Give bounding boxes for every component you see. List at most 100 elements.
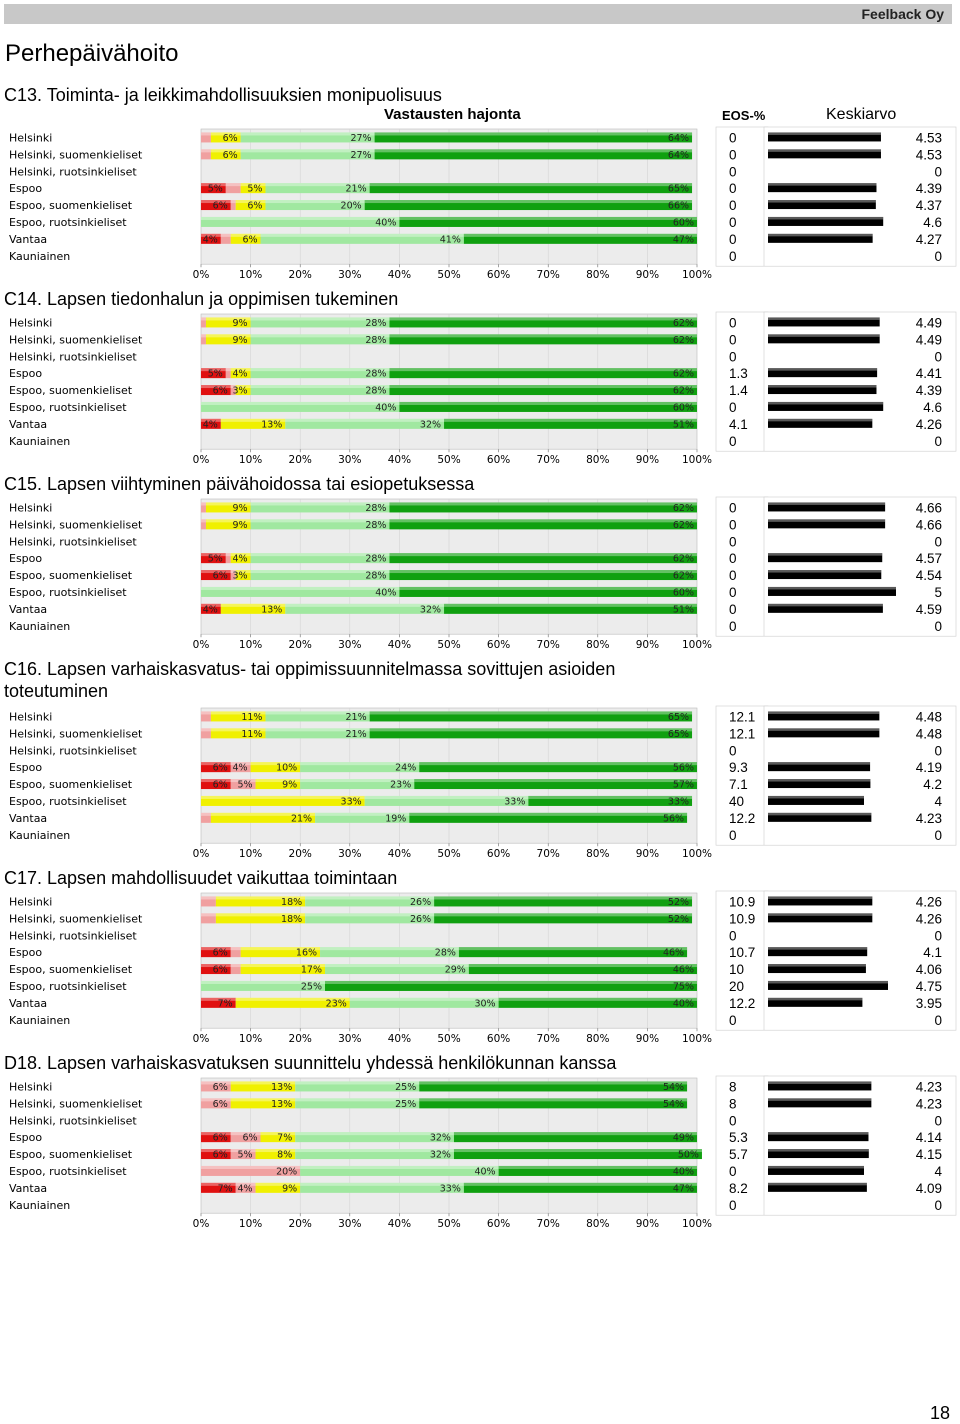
category-label: Vantaa (9, 603, 47, 616)
bar-segment (215, 896, 306, 907)
eos-panel (715, 311, 769, 452)
x-tick-label: 70% (537, 848, 560, 860)
bar-segment (295, 1149, 454, 1160)
bar-segment (389, 385, 697, 396)
bar-segment (250, 502, 390, 513)
eos-value: 0 (729, 1198, 737, 1213)
bar-value-label: 28% (435, 948, 456, 959)
bar-value-label: 47% (673, 234, 694, 245)
bar-value-label: 28% (365, 386, 386, 397)
x-tick-label: 50% (437, 1033, 460, 1045)
x-tick-label: 50% (437, 848, 460, 860)
x-tick-label: 0% (193, 639, 210, 651)
bar-segment (265, 711, 370, 722)
average-value: 0 (934, 619, 942, 634)
average-value: 4.75 (916, 979, 942, 994)
bar-segment (250, 519, 390, 530)
x-tick-label: 0% (193, 454, 210, 466)
eos-panel (715, 890, 769, 1031)
chart-title: C15. Lapsen viihtyminen päivähoidossa ta… (4, 474, 475, 494)
eos-value: 0 (729, 198, 737, 213)
eos-value: 0 (729, 164, 737, 179)
bar-value-label: 50% (678, 1150, 699, 1161)
bar-segment (201, 368, 226, 379)
bar-value-label: 32% (430, 1150, 451, 1161)
average-bar (768, 149, 881, 159)
average-bar (768, 762, 871, 772)
x-tick-label: 60% (487, 848, 510, 860)
bar-value-label: 51% (673, 419, 694, 430)
bar-value-label: 33% (504, 796, 525, 807)
bar-segment (250, 368, 390, 379)
bar-value-label: 54% (663, 1082, 684, 1093)
bar-segment (255, 1182, 301, 1193)
x-tick-label: 0% (193, 1218, 210, 1230)
category-label: Espoo, suomenkieliset (9, 569, 133, 582)
bar-segment (230, 553, 251, 564)
bar-value-label: 28% (365, 335, 386, 346)
eos-panel (715, 126, 769, 267)
eos-value: 1.3 (729, 366, 748, 381)
chart-4: Helsinki 18% 26% 52% 10.9 4.26 Helsinki, suome… (9, 890, 957, 1045)
bar-value-label: 6% (223, 150, 238, 161)
bar-segment (458, 947, 688, 958)
bar-segment (389, 519, 697, 530)
category-label: Kauniainen (9, 1199, 70, 1212)
bar-value-label: 7% (277, 1133, 292, 1144)
x-tick-label: 20% (289, 1033, 312, 1045)
bar-segment (201, 964, 231, 975)
bar-segment (201, 149, 211, 160)
bar-value-label: 27% (350, 150, 371, 161)
average-value: 4.19 (916, 760, 942, 775)
x-tick-label: 80% (586, 1218, 609, 1230)
bar-value-label: 6% (213, 1133, 228, 1144)
bar-value-label: 8% (277, 1150, 292, 1161)
bar-segment (201, 762, 231, 773)
average-value: 0 (934, 1198, 942, 1213)
bar-segment (205, 502, 251, 513)
category-label: Helsinki, ruotsinkieliset (9, 1114, 137, 1127)
category-label: Helsinki (9, 501, 52, 514)
bar-segment (201, 1132, 231, 1143)
bar-value-label: 13% (261, 604, 282, 615)
bar-segment (230, 1098, 296, 1109)
bar-segment (300, 779, 415, 790)
bar-segment (389, 317, 697, 328)
bar-value-label: 51% (673, 604, 694, 615)
bar-value-label: 9% (233, 335, 248, 346)
average-value: 4.09 (916, 1181, 942, 1196)
average-bar (768, 812, 872, 822)
average-value: 4.57 (916, 551, 942, 566)
bar-segment (220, 233, 231, 244)
category-label: Helsinki, suomenkieliset (9, 148, 143, 161)
eos-value: 0 (729, 130, 737, 145)
bar-segment (250, 334, 390, 345)
bar-segment (230, 570, 236, 581)
x-tick-label: 70% (537, 1218, 560, 1230)
bar-segment (434, 896, 693, 907)
x-tick-label: 70% (537, 1033, 560, 1045)
bar-segment (409, 812, 688, 823)
eos-value: 0 (729, 181, 737, 196)
x-tick-label: 40% (388, 1218, 411, 1230)
eos-value: 0 (729, 551, 737, 566)
eos-value: 5.7 (729, 1147, 748, 1162)
bar-segment (389, 553, 697, 564)
bar-value-label: 28% (365, 520, 386, 531)
bar-segment (444, 418, 697, 429)
chart-title: C17. Lapsen mahdollisuudet vaikuttaa toi… (4, 868, 398, 888)
x-tick-label: 100% (682, 848, 712, 860)
category-label: Espoo (9, 552, 42, 565)
eos-panel (715, 496, 769, 637)
bar-segment (235, 997, 350, 1008)
eos-value: 10.7 (729, 945, 755, 960)
bar-segment (235, 385, 251, 396)
bar-segment (389, 368, 697, 379)
eos-value: 0 (729, 585, 737, 600)
x-tick-label: 100% (682, 454, 712, 466)
bar-segment (215, 913, 306, 924)
bar-value-label: 21% (291, 813, 312, 824)
x-tick-label: 80% (586, 639, 609, 651)
average-bar (768, 183, 877, 193)
